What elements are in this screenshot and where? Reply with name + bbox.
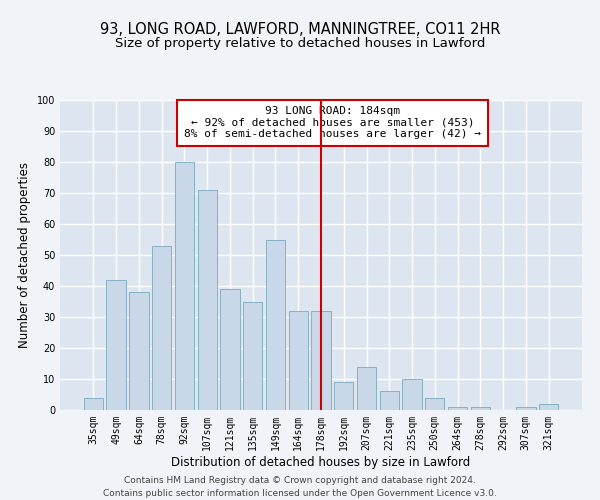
Bar bbox=[220, 289, 239, 410]
Bar bbox=[470, 407, 490, 410]
Bar bbox=[425, 398, 445, 410]
Bar bbox=[334, 382, 353, 410]
Bar bbox=[175, 162, 194, 410]
Bar bbox=[539, 404, 558, 410]
Text: 93 LONG ROAD: 184sqm
← 92% of detached houses are smaller (453)
8% of semi-detac: 93 LONG ROAD: 184sqm ← 92% of detached h… bbox=[184, 106, 481, 140]
Bar bbox=[380, 392, 399, 410]
Bar bbox=[197, 190, 217, 410]
Bar bbox=[448, 407, 467, 410]
Bar bbox=[357, 366, 376, 410]
Text: 93, LONG ROAD, LAWFORD, MANNINGTREE, CO11 2HR: 93, LONG ROAD, LAWFORD, MANNINGTREE, CO1… bbox=[100, 22, 500, 38]
Bar bbox=[266, 240, 285, 410]
Bar bbox=[243, 302, 262, 410]
Bar bbox=[106, 280, 126, 410]
Y-axis label: Number of detached properties: Number of detached properties bbox=[18, 162, 31, 348]
Bar bbox=[311, 311, 331, 410]
Bar bbox=[84, 398, 103, 410]
Bar bbox=[516, 407, 536, 410]
Bar bbox=[129, 292, 149, 410]
X-axis label: Distribution of detached houses by size in Lawford: Distribution of detached houses by size … bbox=[172, 456, 470, 468]
Text: Contains HM Land Registry data © Crown copyright and database right 2024.
Contai: Contains HM Land Registry data © Crown c… bbox=[103, 476, 497, 498]
Bar bbox=[403, 379, 422, 410]
Text: Size of property relative to detached houses in Lawford: Size of property relative to detached ho… bbox=[115, 38, 485, 51]
Bar bbox=[289, 311, 308, 410]
Bar bbox=[152, 246, 172, 410]
